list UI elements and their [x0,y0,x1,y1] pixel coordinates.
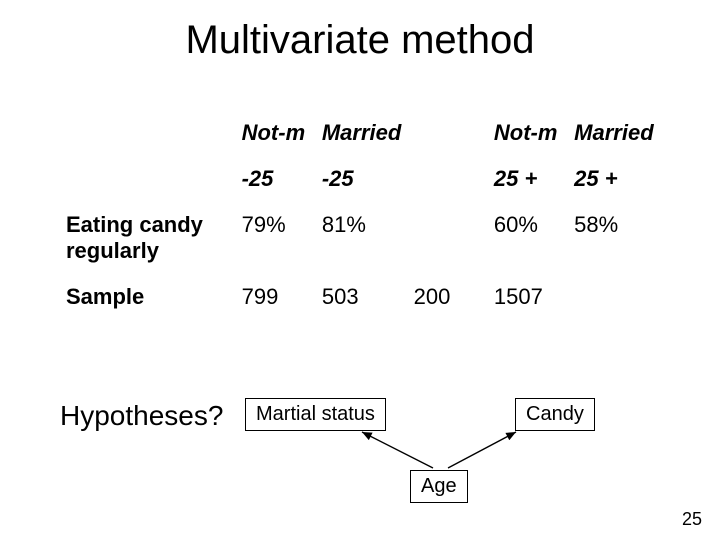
cell [568,274,660,320]
row-label: Eating candy regularly [60,202,236,274]
hypotheses-label: Hypotheses? [60,400,223,432]
cell: 60% [488,202,568,274]
cell: 503 [316,274,408,320]
col-head: Not-m [488,110,568,156]
cell: 1507 [488,274,568,320]
table-row: Sample 799 503 200 1507 [60,274,660,320]
col-sub: -25 [316,156,408,202]
cell: 58% [568,202,660,274]
cell: 200 [408,274,488,320]
col-sub: -25 [236,156,316,202]
box-martial-status: Martial status [245,398,386,431]
box-age: Age [410,470,468,503]
table-row: -25 -25 25 + 25 + [60,156,660,202]
data-table: Not-m Married Not-m Married -25 -25 25 +… [60,110,660,320]
table-row: Eating candy regularly 79% 81% 60% 58% [60,202,660,274]
col-sub: 25 + [568,156,660,202]
col-head: Married [568,110,660,156]
col-sub: 25 + [488,156,568,202]
box-candy: Candy [515,398,595,431]
cell: 79% [236,202,316,274]
row-label: Sample [60,274,236,320]
col-head: Not-m [236,110,316,156]
page-number: 25 [682,509,702,530]
cell: 799 [236,274,316,320]
col-head: Married [316,110,408,156]
table-row: Not-m Married Not-m Married [60,110,660,156]
page-title: Multivariate method [0,0,720,63]
cell: 81% [316,202,408,274]
